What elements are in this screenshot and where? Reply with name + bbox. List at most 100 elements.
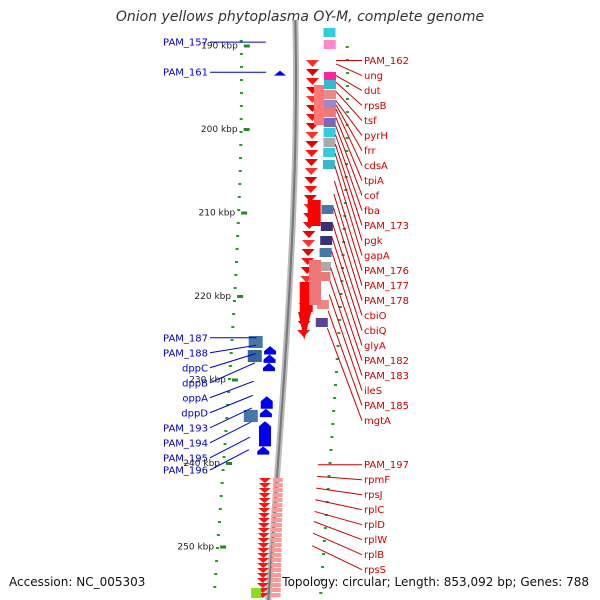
kbp-tick-label: 190 kbp (201, 42, 238, 52)
forward-gene-label: dppD (181, 408, 208, 419)
outer-track-dot (321, 566, 325, 568)
outer-track-dot (322, 540, 326, 542)
inner-track-dot (233, 287, 237, 289)
outer-track-dot (336, 345, 340, 347)
reverse-feature-box (321, 205, 334, 214)
forward-gene-label: PAM_196 (163, 466, 208, 477)
inner-track-dot (217, 521, 221, 523)
forward-gene-arrow (273, 70, 286, 76)
inner-track-dot (240, 92, 243, 94)
gene-leader-line (335, 63, 363, 77)
reverse-feature-box (271, 558, 282, 562)
inner-track-dot (234, 274, 238, 276)
reverse-gene-arrow (305, 141, 319, 148)
reverse-gene-arrow (257, 528, 270, 533)
reverse-gene-arrow (257, 533, 270, 538)
inner-track-dot (239, 118, 243, 120)
reverse-feature-box (320, 222, 333, 231)
outer-track-dot (344, 189, 348, 191)
reverse-gene-label: tpiA (364, 176, 384, 187)
gene-leader-line (317, 475, 363, 481)
reverse-feature-box (314, 85, 324, 125)
outer-track-dot (331, 423, 335, 425)
outer-track-dot (337, 332, 341, 334)
forward-gene-arrow (264, 346, 277, 355)
inner-track-dot (240, 66, 243, 68)
inner-track-dot (236, 235, 240, 237)
reverse-gene-label: PAM_173 (364, 221, 409, 232)
reverse-gene-label: gapA (364, 251, 390, 262)
reverse-feature-box (270, 593, 281, 597)
inner-track-dot (235, 261, 238, 263)
inner-track-dot (240, 79, 243, 81)
forward-gene-arrow (263, 354, 276, 363)
forward-gene-label: PAM_188 (163, 348, 208, 359)
forward-gene-arrow (258, 421, 271, 447)
reverse-gene-arrow (257, 553, 270, 558)
inner-track-dot (222, 456, 226, 458)
reverse-feature-box (272, 513, 283, 517)
reverse-gene-arrow (258, 493, 271, 498)
reverse-gene-label: rplD (364, 520, 385, 531)
gene-leader-line (314, 510, 363, 526)
kbp-tick-mark (226, 462, 232, 465)
reverse-gene-arrow (302, 231, 316, 238)
reverse-gene-label: rpsB (364, 101, 387, 112)
gene-leader-line (334, 165, 363, 256)
reverse-gene-arrow (256, 583, 269, 588)
reverse-feature-box (271, 568, 282, 572)
inner-track-dot (231, 326, 235, 328)
forward-gene-label: PAM_157 (163, 38, 208, 49)
gene-leader-line (335, 134, 363, 211)
reverse-gene-arrow (304, 159, 318, 166)
outer-track-dot (343, 202, 347, 204)
gene-leader-line (335, 75, 363, 91)
reverse-feature-box (272, 523, 282, 527)
outer-track-dot (341, 267, 344, 269)
inner-track-dot (215, 560, 219, 562)
kbp-tick-label: 210 kbp (199, 209, 236, 219)
gene-leader-line (333, 194, 363, 286)
inner-track-dot (238, 170, 242, 172)
reverse-gene-arrow (305, 60, 319, 67)
forward-feature-box (248, 336, 263, 348)
reverse-feature-box (271, 563, 282, 567)
reverse-gene-arrow (304, 177, 318, 184)
reverse-gene-label: pyrH (364, 131, 388, 142)
accession-text: Accession: NC_005303 (9, 575, 146, 589)
forward-gene-label: PAM_187 (163, 333, 208, 344)
outer-track-dot (329, 449, 333, 451)
reverse-feature-box (251, 588, 262, 598)
reverse-feature-box (272, 498, 283, 502)
reverse-feature-box (316, 300, 329, 309)
outer-track-dot (333, 397, 337, 399)
reverse-gene-arrow (304, 168, 318, 175)
forward-gene-label: PAM_194 (163, 438, 208, 449)
inner-track-dot (223, 443, 227, 445)
reverse-gene-arrow (257, 523, 270, 528)
gene-leader-line (209, 380, 254, 399)
inner-track-dot (224, 430, 228, 432)
reverse-gene-label: glyA (364, 341, 386, 352)
reverse-feature-box (270, 578, 281, 582)
gene-leader-line (311, 545, 363, 571)
reverse-gene-arrow (302, 240, 316, 247)
reverse-feature-box (323, 128, 336, 137)
reverse-gene-label: rplC (364, 505, 384, 516)
kbp-tick-mark (220, 545, 227, 549)
outer-track-dot (334, 371, 338, 373)
forward-gene-arrow (262, 362, 275, 372)
reverse-feature-box (318, 262, 331, 271)
reverse-feature-box (271, 533, 282, 537)
gene-leader-line (334, 153, 363, 241)
outer-track-dot (323, 527, 327, 529)
reverse-feature-box (270, 588, 281, 592)
reverse-gene-label: frr (364, 146, 376, 157)
reverse-gene-label: PAM_182 (364, 356, 409, 367)
outer-track-dot (345, 150, 349, 152)
reverse-gene-label: ung (364, 71, 383, 82)
kbp-tick-mark (243, 128, 250, 131)
reverse-gene-label: mgtA (364, 416, 391, 427)
